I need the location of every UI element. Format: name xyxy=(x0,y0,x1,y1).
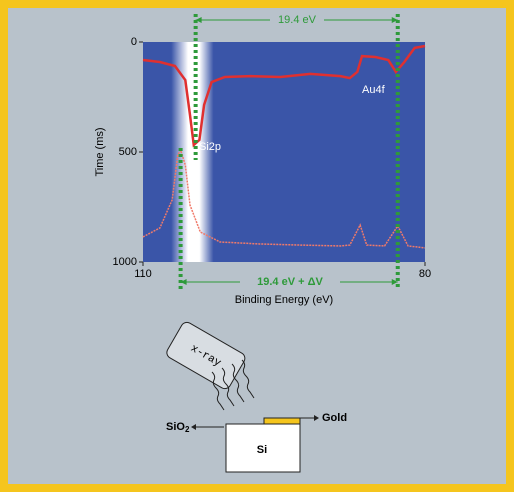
y-tick-label: 500 xyxy=(119,146,137,158)
figure: 0 500 1000110 80 Time (ms) Binding Energy (… xyxy=(0,0,514,492)
si-label: Si xyxy=(257,444,267,456)
annotation: 19.4 eV xyxy=(278,14,317,26)
y-axis-label: Time (ms) xyxy=(94,127,106,176)
annotation: 19.4 eV + ΔV xyxy=(257,276,323,288)
annotation: Si2p xyxy=(199,141,221,153)
sio2-sub: 2 xyxy=(185,425,190,434)
x-tick-label: 80 xyxy=(419,268,431,280)
y-tick-label: 1000 xyxy=(113,256,137,268)
sio2-text: SiO xyxy=(166,421,185,433)
gold-layer xyxy=(264,418,300,424)
gold-label: Gold xyxy=(322,412,347,424)
x-tick-label: 110 xyxy=(134,268,152,280)
annotation: Au4f xyxy=(362,84,386,96)
x-axis-label: Binding Energy (eV) xyxy=(235,294,333,306)
heatmap xyxy=(143,42,425,262)
y-tick-label: 0 xyxy=(131,36,137,48)
